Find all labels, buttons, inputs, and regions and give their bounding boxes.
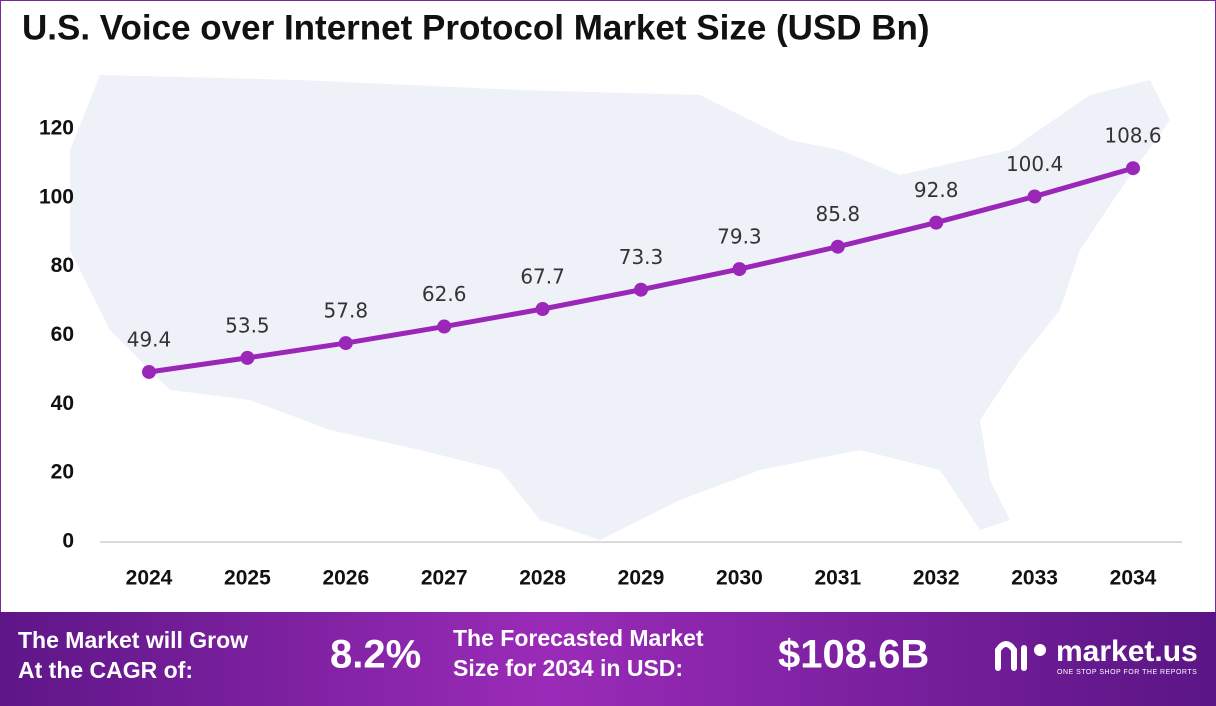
forecast-value: $108.6B — [778, 633, 929, 677]
point — [830, 239, 845, 254]
x-tick-label: 2027 — [421, 567, 468, 590]
x-tick-label: 2031 — [814, 567, 861, 590]
y-tick-label: 40 — [51, 392, 74, 415]
cagr-text: At the CAGR of: — [18, 657, 193, 683]
point — [437, 319, 452, 334]
data-label: 108.6 — [1104, 124, 1161, 148]
y-tick-label: 20 — [51, 461, 74, 484]
data-label: 85.8 — [816, 202, 861, 226]
x-tick-label: 2024 — [126, 567, 173, 590]
cagr-value: 8.2% — [330, 633, 421, 677]
point — [535, 301, 550, 316]
forecast-text: The Forecasted Market — [453, 625, 704, 651]
x-tick-label: 2026 — [322, 567, 369, 590]
y-tick-label: 80 — [51, 254, 74, 277]
point — [634, 282, 648, 297]
cagr-text: The Market will Grow — [18, 627, 248, 653]
y-tick-label: 120 — [39, 117, 74, 140]
data-label: 49.4 — [127, 327, 172, 351]
y-tick-label: 100 — [39, 185, 74, 208]
logo-tagline: ONE STOP SHOP FOR THE REPORTS — [1057, 669, 1197, 676]
point — [142, 364, 156, 379]
point — [1126, 161, 1140, 176]
point — [1027, 189, 1042, 204]
data-label: 57.8 — [324, 299, 369, 323]
y-tick-label: 0 — [62, 530, 74, 553]
data-label: 53.5 — [225, 313, 270, 337]
data-label: 67.7 — [520, 264, 565, 288]
data-label: 100.4 — [1006, 152, 1063, 176]
x-tick-label: 2030 — [716, 567, 763, 590]
point — [929, 215, 944, 230]
data-label: 79.3 — [717, 225, 762, 249]
y-tick-label: 60 — [51, 323, 74, 346]
x-tick-label: 2032 — [913, 567, 960, 590]
x-tick-label: 2034 — [1110, 567, 1157, 590]
point — [732, 262, 747, 277]
x-tick-label: 2029 — [618, 567, 665, 590]
data-label: 92.8 — [914, 178, 959, 202]
data-label: 62.6 — [422, 282, 467, 306]
chart-title: U.S. Voice over Internet Protocol Market… — [22, 8, 930, 47]
x-tick-label: 2033 — [1011, 567, 1058, 590]
data-label: 73.3 — [619, 245, 664, 269]
point — [338, 336, 353, 351]
point — [240, 350, 255, 365]
forecast-text: Size for 2034 in USD: — [453, 655, 683, 681]
logo-icon — [995, 641, 1046, 671]
map-background — [70, 75, 1170, 540]
x-tick-label: 2028 — [519, 567, 566, 590]
logo-text: market.us — [1056, 635, 1198, 668]
x-tick-label: 2025 — [224, 567, 271, 590]
